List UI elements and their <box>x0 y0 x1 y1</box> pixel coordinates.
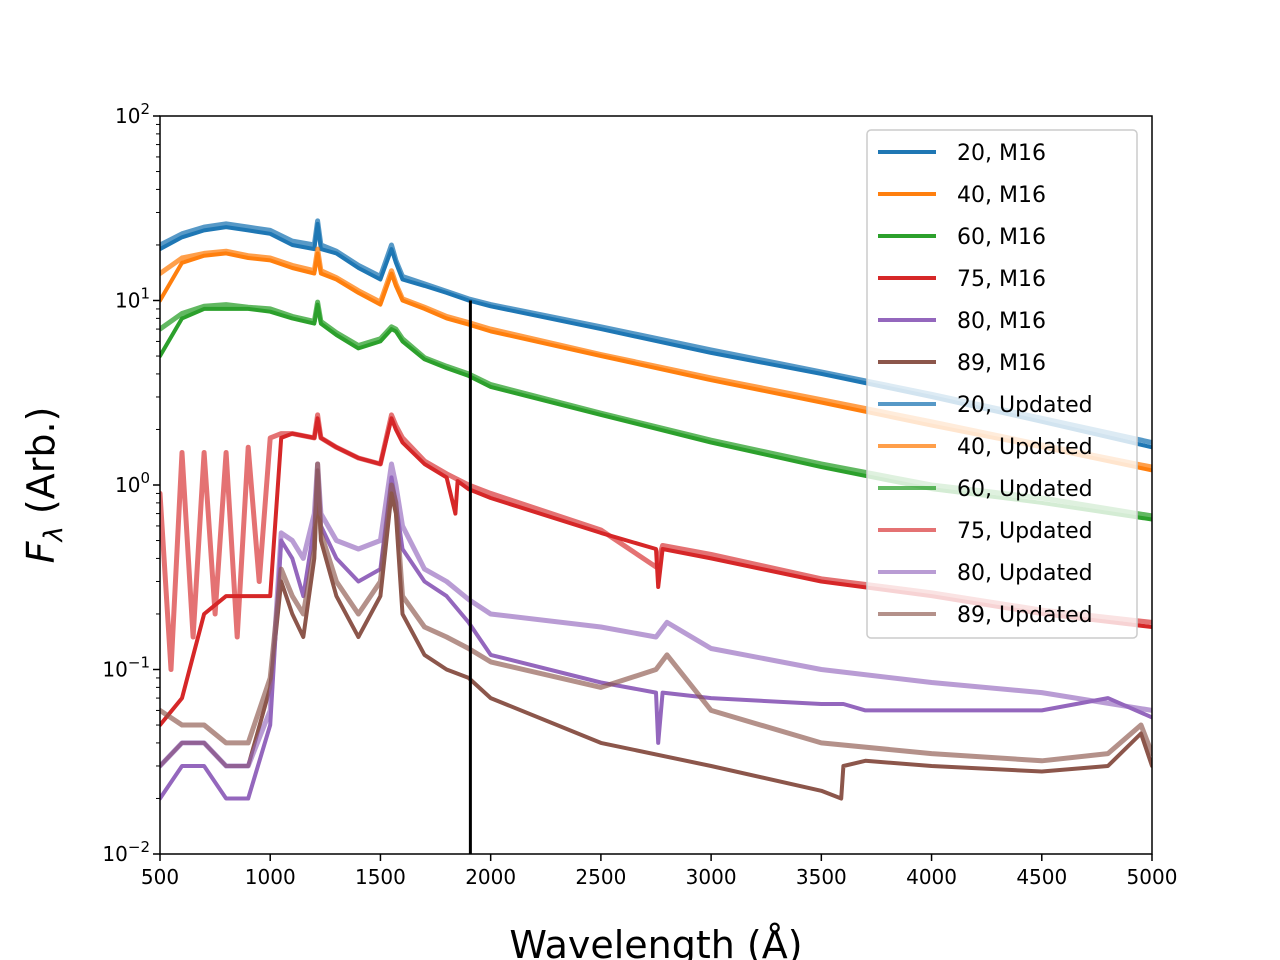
series-line-6 <box>160 218 1152 445</box>
y-tick-label: 10−2 <box>102 838 150 866</box>
legend-label: 40, Updated <box>957 435 1093 460</box>
y-tick-label: 10−1 <box>102 654 150 682</box>
legend-label: 80, Updated <box>957 561 1093 586</box>
x-tick-label: 1500 <box>355 865 406 889</box>
series-line-8 <box>160 299 1152 519</box>
y-tick-label: 102 <box>115 100 150 128</box>
series-line-9 <box>160 412 1152 672</box>
y-tick-label: 100 <box>115 469 150 497</box>
series-line-7 <box>160 246 1152 470</box>
y-axis-label: Fλ (Arb.) <box>19 407 69 564</box>
legend-label: 75, M16 <box>957 267 1046 292</box>
x-axis-label: Wavelength (Å) <box>509 923 802 960</box>
legend-label: 89, M16 <box>957 351 1046 376</box>
legend: 20, M16 40, M16 60, M16 75, M16 80, M16 89, M… <box>866 129 1138 639</box>
legend-label: 80, M16 <box>957 309 1046 334</box>
x-tick-label: 1000 <box>245 865 296 889</box>
series-layer <box>160 218 1152 801</box>
x-tick-label: 5000 <box>1127 865 1178 889</box>
series-line-10 <box>160 461 1152 769</box>
legend-label: 60, Updated <box>957 477 1093 502</box>
x-axis: 500 1000 1500 2000 2500 3000 3500 4000 4500 5000 <box>141 854 1178 889</box>
x-tick-label: 4000 <box>906 865 957 889</box>
x-tick-label: 3500 <box>796 865 847 889</box>
x-tick-label: 2000 <box>465 865 516 889</box>
y-axis: 10−2 10−1 100 101 102 <box>102 100 160 866</box>
legend-label: 60, M16 <box>957 225 1046 250</box>
series-line-11 <box>160 461 1152 764</box>
legend-box <box>866 129 1138 639</box>
legend-label: 40, M16 <box>957 183 1046 208</box>
x-tick-label: 2500 <box>575 865 626 889</box>
legend-label: 89, Updated <box>957 603 1093 628</box>
legend-label: 75, Updated <box>957 519 1093 544</box>
x-tick-label: 3000 <box>686 865 737 889</box>
legend-label: 20, M16 <box>957 141 1046 166</box>
x-tick-label: 500 <box>141 865 179 889</box>
x-tick-label: 4500 <box>1016 865 1067 889</box>
y-tick-label: 101 <box>115 285 150 313</box>
legend-label: 20, Updated <box>957 393 1093 418</box>
